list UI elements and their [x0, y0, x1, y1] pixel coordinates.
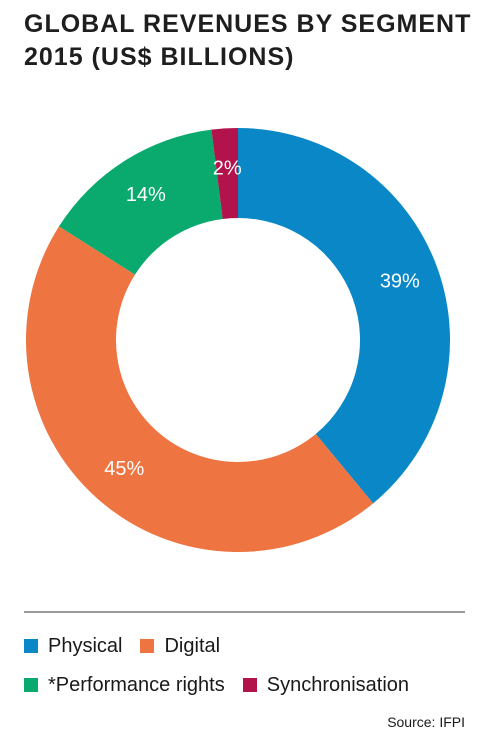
legend-label-performance-rights: *Performance rights [48, 673, 225, 696]
slice-performance-rights [59, 129, 223, 275]
legend-row-2: *Performance rights Synchronisation [24, 672, 474, 698]
source-note: Source: IFPI [387, 714, 465, 730]
slice-label-0: 39% [380, 271, 420, 293]
legend-label-digital: Digital [164, 634, 221, 657]
legend-item-synchronisation: Synchronisation [242, 673, 410, 697]
legend-label-synchronisation: Synchronisation [266, 673, 410, 696]
slice-synchronisation [211, 128, 238, 219]
donut-chart: 39% 45% 14% 2% [26, 128, 451, 552]
legend-item-performance-rights: *Performance rights [24, 674, 225, 697]
slice-label-2: 14% [126, 184, 166, 206]
legend-item-digital: Digital [140, 635, 220, 658]
legend-divider [24, 611, 465, 613]
chart-title: GLOBAL REVENUES BY SEGMENT 2015 (US$ BIL… [24, 8, 474, 74]
slice-label-1: 45% [104, 458, 144, 480]
chart-title-line-2: 2015 (US$ BILLIONS) [24, 43, 295, 71]
chart-title-line-1: GLOBAL REVENUES BY SEGMENT [24, 10, 472, 38]
legend-item-physical: Physical [24, 635, 122, 658]
legend-swatch-digital [140, 639, 155, 653]
legend-swatch-synchronisation [242, 678, 257, 692]
legend: Physical Digital *Performance rights Syn… [24, 633, 474, 711]
legend-swatch-physical [24, 639, 38, 653]
slice-label-3: 2% [213, 157, 242, 179]
slice-physical [238, 128, 451, 504]
legend-label-physical: Physical [48, 634, 123, 657]
legend-row-1: Physical Digital [24, 633, 474, 659]
legend-swatch-performance-rights [24, 678, 38, 692]
slice-digital [26, 226, 374, 552]
